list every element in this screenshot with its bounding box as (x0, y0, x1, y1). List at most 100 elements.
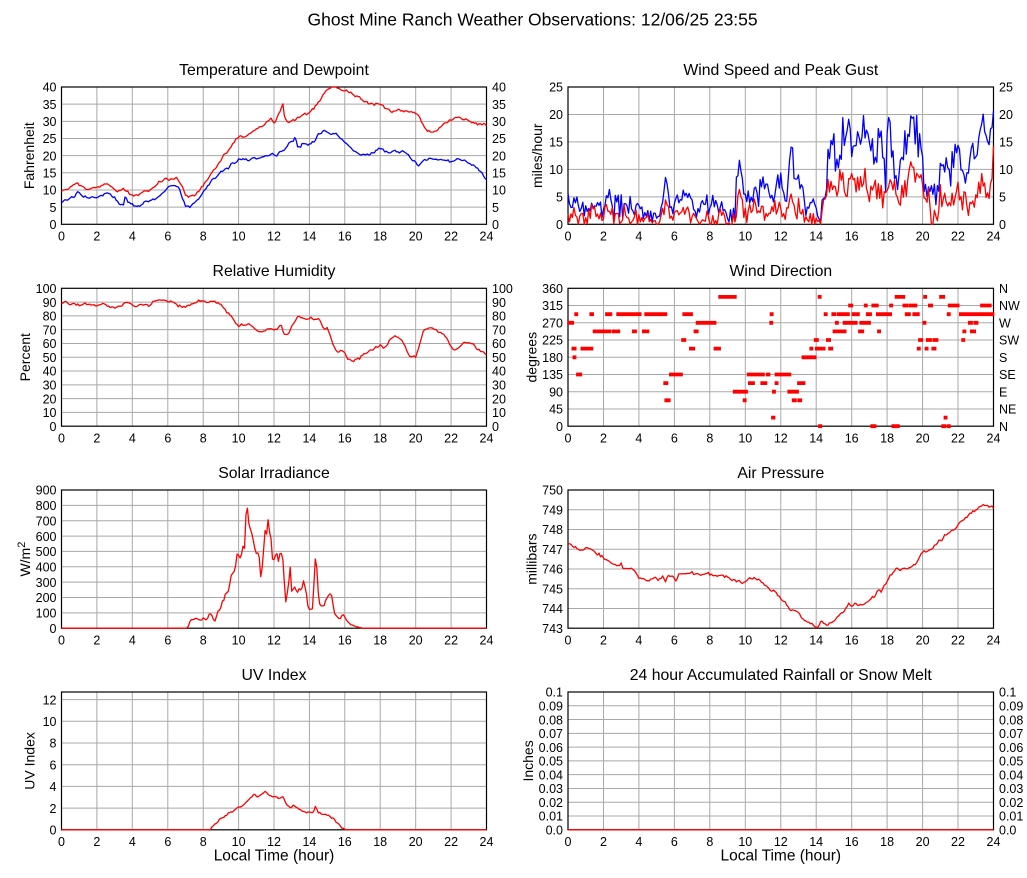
svg-text:14: 14 (302, 633, 316, 647)
svg-text:22: 22 (951, 230, 965, 244)
svg-text:24 hour Accumulated Rainfall o: 24 hour Accumulated Rainfall or Snow Mel… (630, 667, 933, 684)
svg-text:degrees: degrees (524, 332, 540, 383)
svg-text:200: 200 (36, 591, 57, 605)
svg-text:W/m2: W/m2 (16, 542, 33, 577)
svg-text:300: 300 (36, 576, 57, 590)
svg-text:6: 6 (50, 758, 57, 772)
svg-text:miles/hour: miles/hour (529, 123, 545, 188)
svg-text:0: 0 (556, 218, 563, 232)
svg-text:0.1: 0.1 (999, 686, 1016, 700)
svg-text:4: 4 (635, 835, 642, 849)
svg-text:80: 80 (492, 310, 506, 324)
svg-text:22: 22 (951, 633, 965, 647)
svg-text:0.05: 0.05 (999, 755, 1023, 769)
svg-text:0: 0 (50, 622, 57, 636)
svg-text:Relative Humidity: Relative Humidity (213, 263, 336, 280)
svg-text:0.0: 0.0 (999, 824, 1016, 838)
svg-text:15: 15 (43, 167, 57, 181)
svg-text:900: 900 (36, 484, 57, 498)
svg-text:14: 14 (302, 431, 316, 445)
svg-text:20: 20 (916, 633, 930, 647)
svg-text:8: 8 (200, 633, 207, 647)
svg-text:20: 20 (916, 230, 930, 244)
svg-text:18: 18 (880, 431, 894, 445)
svg-text:Temperature and Dewpoint: Temperature and Dewpoint (179, 62, 369, 79)
svg-text:5: 5 (50, 201, 57, 215)
svg-text:15: 15 (492, 167, 506, 181)
svg-text:SW: SW (999, 334, 1019, 348)
svg-text:4: 4 (635, 230, 642, 244)
svg-text:2: 2 (93, 230, 100, 244)
svg-text:24: 24 (480, 431, 494, 445)
svg-text:8: 8 (706, 431, 713, 445)
svg-text:20: 20 (43, 392, 57, 406)
svg-text:6: 6 (671, 431, 678, 445)
svg-text:Wind Direction: Wind Direction (729, 263, 832, 280)
svg-text:16: 16 (845, 431, 859, 445)
svg-text:12: 12 (774, 633, 788, 647)
svg-text:6: 6 (671, 835, 678, 849)
svg-text:30: 30 (43, 115, 57, 129)
svg-text:5: 5 (556, 191, 563, 205)
svg-text:12: 12 (267, 633, 281, 647)
svg-text:700: 700 (36, 514, 57, 528)
svg-text:0.04: 0.04 (999, 768, 1023, 782)
svg-text:18: 18 (880, 633, 894, 647)
svg-text:18: 18 (373, 835, 387, 849)
svg-text:UV Index: UV Index (21, 732, 37, 790)
svg-text:25: 25 (549, 81, 563, 95)
svg-text:0.03: 0.03 (999, 782, 1023, 796)
svg-text:50: 50 (492, 351, 506, 365)
svg-text:4: 4 (129, 835, 136, 849)
svg-text:12: 12 (43, 693, 57, 707)
svg-text:16: 16 (338, 431, 352, 445)
svg-text:14: 14 (302, 835, 316, 849)
svg-text:20: 20 (492, 149, 506, 163)
svg-text:744: 744 (542, 602, 563, 616)
svg-text:12: 12 (267, 230, 281, 244)
svg-text:16: 16 (338, 633, 352, 647)
svg-text:10: 10 (738, 835, 752, 849)
svg-text:45: 45 (549, 403, 563, 417)
svg-text:2: 2 (600, 835, 607, 849)
svg-text:6: 6 (164, 230, 171, 244)
svg-text:Air Pressure: Air Pressure (737, 465, 824, 482)
svg-text:12: 12 (774, 230, 788, 244)
svg-text:SE: SE (999, 368, 1016, 382)
svg-text:6: 6 (164, 431, 171, 445)
svg-text:100: 100 (36, 282, 57, 296)
svg-text:24: 24 (987, 835, 1001, 849)
svg-text:18: 18 (880, 230, 894, 244)
svg-text:40: 40 (492, 81, 506, 95)
svg-text:30: 30 (492, 379, 506, 393)
svg-text:20: 20 (916, 431, 930, 445)
svg-text:Inches: Inches (520, 740, 536, 781)
svg-text:6: 6 (671, 230, 678, 244)
svg-text:747: 747 (542, 543, 563, 557)
svg-text:180: 180 (542, 351, 563, 365)
svg-text:0: 0 (58, 835, 65, 849)
svg-text:10: 10 (232, 633, 246, 647)
svg-text:749: 749 (542, 503, 563, 517)
svg-text:0.07: 0.07 (999, 727, 1023, 741)
svg-text:0: 0 (565, 835, 572, 849)
svg-text:2: 2 (93, 835, 100, 849)
svg-text:18: 18 (880, 835, 894, 849)
svg-text:24: 24 (987, 633, 1001, 647)
svg-text:22: 22 (951, 835, 965, 849)
svg-text:18: 18 (373, 633, 387, 647)
svg-text:0: 0 (565, 633, 572, 647)
svg-text:0: 0 (492, 218, 499, 232)
svg-text:N: N (999, 420, 1008, 434)
svg-text:S: S (999, 351, 1007, 365)
svg-text:30: 30 (43, 379, 57, 393)
svg-text:40: 40 (492, 365, 506, 379)
svg-text:24: 24 (480, 633, 494, 647)
svg-text:22: 22 (444, 230, 458, 244)
svg-text:90: 90 (43, 296, 57, 310)
svg-text:315: 315 (542, 299, 563, 313)
svg-text:4: 4 (635, 431, 642, 445)
svg-text:0: 0 (492, 420, 499, 434)
svg-text:16: 16 (845, 835, 859, 849)
svg-text:35: 35 (492, 98, 506, 112)
